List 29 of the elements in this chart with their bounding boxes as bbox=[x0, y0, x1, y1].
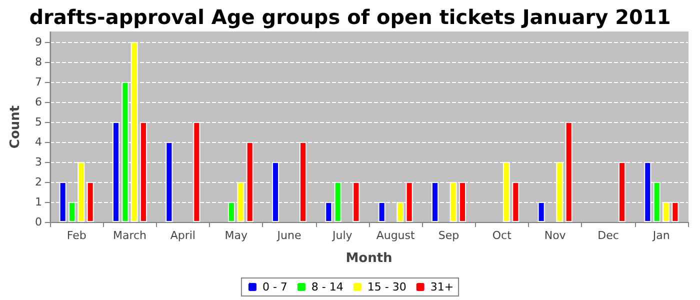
y-tick-label: 7 bbox=[35, 76, 42, 88]
x-tick-label: Jan bbox=[652, 229, 670, 242]
x-tick-label: April bbox=[170, 229, 196, 242]
y-tick-label: 3 bbox=[35, 156, 42, 168]
y-tick-label: 4 bbox=[35, 136, 42, 148]
y-tick-label: 8 bbox=[35, 56, 42, 68]
x-tick-label: Oct bbox=[492, 229, 512, 242]
x-tick-label: March bbox=[112, 229, 147, 242]
y-tick-label: 6 bbox=[35, 96, 42, 108]
y-tick-label: 2 bbox=[35, 176, 42, 188]
x-tick-label: Sep bbox=[438, 229, 460, 242]
x-tick-label: May bbox=[224, 229, 248, 242]
chart-title: drafts-approval Age groups of open tickets January 2011 bbox=[29, 5, 671, 29]
x-tick-label: Dec bbox=[598, 229, 619, 242]
y-tick-label: 5 bbox=[35, 116, 42, 128]
x-axis-title: Month bbox=[346, 251, 392, 266]
legend-label: 0 - 7 bbox=[262, 280, 288, 294]
y-tick-label: 1 bbox=[35, 196, 42, 208]
x-tick-label: July bbox=[332, 229, 353, 242]
y-axis-title: Count bbox=[8, 105, 23, 149]
y-tick-label: 9 bbox=[35, 36, 42, 48]
x-tick-label: Feb bbox=[66, 229, 86, 242]
x-tick-label: August bbox=[376, 229, 416, 242]
legend-label: 8 - 14 bbox=[311, 280, 344, 294]
legend-label: 15 - 30 bbox=[367, 280, 406, 294]
y-tick-label: 0 bbox=[35, 216, 42, 228]
x-tick-label: Nov bbox=[544, 229, 566, 242]
legend-label: 31+ bbox=[430, 280, 454, 294]
x-tick-label: June bbox=[276, 229, 302, 242]
